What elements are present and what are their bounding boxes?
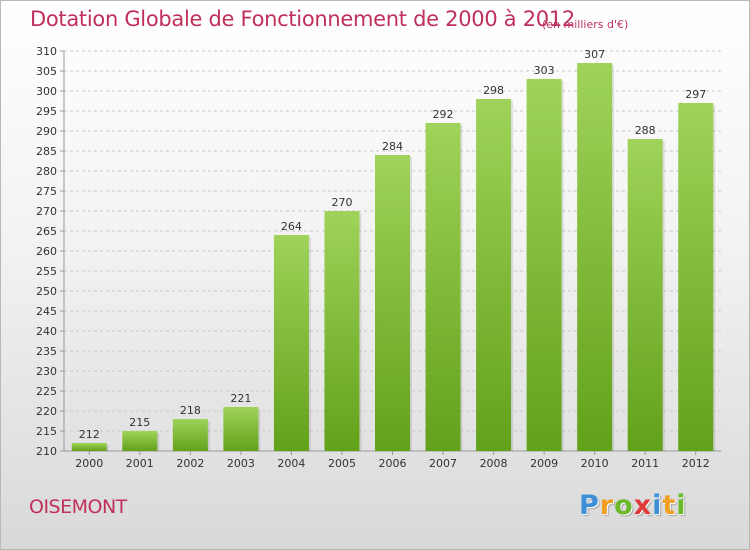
x-tick-label: 2005 xyxy=(328,457,356,470)
y-tick-label: 250 xyxy=(36,285,57,298)
y-tick-label: 230 xyxy=(36,365,57,378)
commune-name: OISEMONT xyxy=(29,496,127,518)
bar xyxy=(71,443,107,451)
x-tick-label: 2006 xyxy=(379,457,407,470)
chart-title: Dotation Globale de Fonctionnement de 20… xyxy=(30,7,575,31)
data-label: 297 xyxy=(685,88,706,101)
data-label: 288 xyxy=(635,124,656,137)
bar xyxy=(425,123,461,451)
logo-letter: x xyxy=(633,490,653,521)
y-tick-label: 280 xyxy=(36,165,57,178)
data-label: 292 xyxy=(433,108,454,121)
x-tick-label: 2001 xyxy=(126,457,154,470)
y-tick-label: 275 xyxy=(36,185,57,198)
x-tick-label: 2008 xyxy=(480,457,508,470)
bar xyxy=(577,63,613,451)
logo-letter: i xyxy=(676,490,687,521)
y-tick-label: 295 xyxy=(36,105,57,118)
data-label: 221 xyxy=(230,392,251,405)
bar xyxy=(627,139,663,451)
y-tick-label: 265 xyxy=(36,225,57,238)
logo-letter: o xyxy=(614,490,634,521)
y-tick-label: 240 xyxy=(36,325,57,338)
data-label: 307 xyxy=(584,48,605,61)
data-label: 212 xyxy=(79,428,100,441)
bar xyxy=(324,211,360,451)
x-tick-label: 2003 xyxy=(227,457,255,470)
y-tick-label: 300 xyxy=(36,85,57,98)
bar xyxy=(678,103,714,451)
chart-subtitle: (en milliers d'€) xyxy=(542,18,629,31)
bar xyxy=(375,155,410,451)
logo-letter: P xyxy=(579,490,600,521)
x-tick-label: 2011 xyxy=(631,457,659,470)
bar xyxy=(526,79,562,451)
x-tick-label: 2007 xyxy=(429,457,457,470)
data-labels: 212 215 218 221 264 270 284 292 298 303 307 288 297 xyxy=(79,48,706,441)
x-tick-label: 2000 xyxy=(75,457,103,470)
y-tick-label: 255 xyxy=(36,265,57,278)
y-tick-label: 260 xyxy=(36,245,57,258)
y-tick-label: 210 xyxy=(36,445,57,458)
y-tick-label: 290 xyxy=(36,125,57,138)
x-axis: 2000 2001 2002 2003 2004 2005 2006 2007 2008 2009… xyxy=(75,451,710,470)
y-tick-label: 220 xyxy=(36,405,57,418)
y-axis: 2102152202252302352402452502552602652702… xyxy=(36,45,721,458)
y-tick-label: 215 xyxy=(36,425,57,438)
y-tick-label: 305 xyxy=(36,65,57,78)
logo-letter: r xyxy=(599,490,615,521)
x-tick-label: 2009 xyxy=(530,457,558,470)
y-tick-label: 245 xyxy=(36,305,57,318)
bar xyxy=(122,431,158,451)
data-label: 303 xyxy=(534,64,555,77)
data-label: 298 xyxy=(483,84,504,97)
y-tick-label: 235 xyxy=(36,345,57,358)
x-tick-label: 2010 xyxy=(581,457,609,470)
data-label: 270 xyxy=(331,196,352,209)
bar xyxy=(476,99,512,451)
bar xyxy=(172,419,208,451)
bar xyxy=(273,235,309,451)
bars xyxy=(71,63,716,451)
data-label: 264 xyxy=(281,220,302,233)
proxiti-logo: Proxiti xyxy=(579,490,687,521)
data-label: 215 xyxy=(129,416,150,429)
bar xyxy=(223,407,259,451)
x-tick-label: 2002 xyxy=(176,457,204,470)
x-tick-label: 2012 xyxy=(682,457,710,470)
y-tick-label: 270 xyxy=(36,205,57,218)
logo-letter: i xyxy=(652,490,663,521)
y-tick-label: 225 xyxy=(36,385,57,398)
data-label: 284 xyxy=(382,140,403,153)
y-tick-label: 310 xyxy=(36,45,57,58)
data-label: 218 xyxy=(180,404,201,417)
y-tick-label: 285 xyxy=(36,145,57,158)
x-tick-label: 2004 xyxy=(277,457,305,470)
logo-letter: t xyxy=(662,490,677,521)
